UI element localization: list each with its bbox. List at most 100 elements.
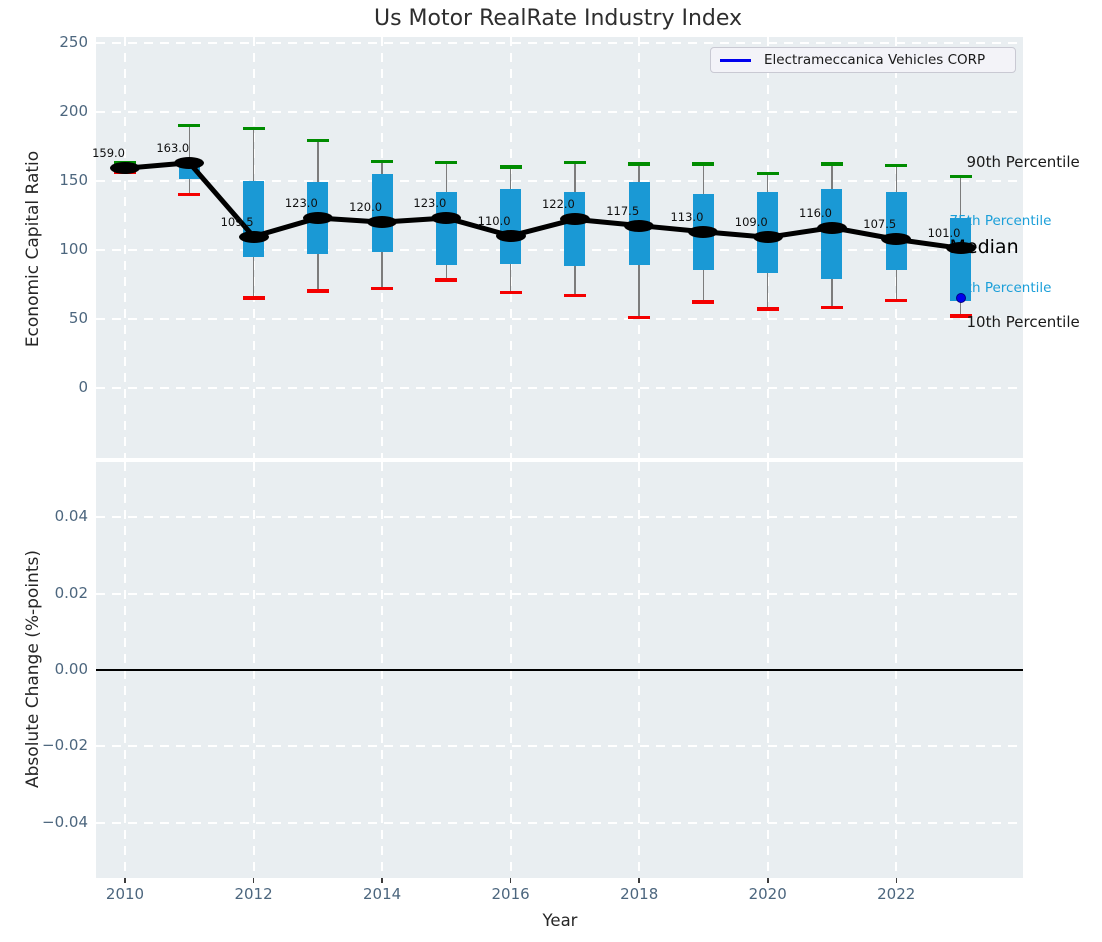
median-value-label-2022: 107.5 [863, 217, 897, 232]
y-tick-bottom-3: −0.02 [42, 736, 88, 755]
y-tick-top-250: 250 [59, 32, 88, 51]
p90-cap-2021 [820, 162, 843, 166]
y-tick-top-50: 50 [68, 308, 88, 327]
median-marker-2020 [752, 231, 783, 244]
x-tick-label-2020: 2020 [748, 885, 787, 903]
gridline-h [96, 592, 1023, 595]
x-tick-mark-2012 [252, 878, 255, 883]
x-tick-mark-2020 [767, 878, 769, 883]
x-tick-mark-2014 [381, 878, 383, 883]
p90-cap-2011 [178, 123, 201, 128]
legend: Electrameccanica Vehicles CORP [710, 47, 1016, 73]
p90-cap-2018 [628, 162, 651, 166]
median-marker-2011 [174, 156, 205, 169]
p10-cap-2011 [178, 192, 201, 197]
median-value-label-2023: 101.0 [927, 226, 961, 241]
y-tick-bottom-4: −0.04 [42, 812, 88, 831]
median-marker-2016 [495, 229, 526, 242]
iqr-box-2015 [435, 191, 457, 265]
legend-line-sample [720, 58, 751, 62]
iqr-box-2023 [950, 217, 971, 301]
median-value-label-2015: 123.0 [413, 195, 447, 210]
iqr-box-2017 [564, 191, 586, 267]
y-tick-bottom-2: 0.00 [54, 660, 88, 678]
median-value-label-2010: 159.0 [92, 146, 125, 161]
x-tick-mark-2022 [895, 878, 898, 883]
gridline-h [96, 179, 1023, 182]
median-marker-2013 [302, 211, 333, 224]
chart-title: Us Motor RealRate Industry Index [373, 6, 743, 31]
x-tick-label-2012: 2012 [234, 885, 273, 903]
x-tick-label-2010: 2010 [105, 885, 145, 903]
p10-cap-2018 [628, 315, 651, 320]
p90-cap-2014 [371, 159, 394, 164]
p90-cap-2012 [242, 126, 265, 130]
median-value-label-2011: 163.0 [156, 140, 190, 155]
median-value-label-2021: 116.0 [799, 205, 832, 220]
p10-cap-2013 [306, 289, 329, 293]
gridline-h [96, 821, 1023, 824]
p10-cap-2016 [499, 290, 522, 295]
p90-cap-2013 [306, 138, 329, 143]
annotation-75th-percentile: 75th Percentile [949, 212, 1052, 229]
median-marker-2010 [110, 162, 140, 175]
p10-cap-2014 [371, 286, 394, 291]
x-tick-label-2014: 2014 [362, 885, 402, 903]
y-tick-bottom-1: 0.02 [54, 583, 88, 602]
median-value-label-2016: 110.0 [477, 213, 511, 228]
company-point-dot [955, 293, 966, 304]
y-tick-top-0: 0 [78, 377, 88, 396]
iqr-box-2014 [371, 173, 393, 253]
annotation-10th-percentile: 10th Percentile [966, 312, 1080, 331]
median-marker-2019 [688, 225, 719, 238]
x-tick-label-2022: 2022 [877, 885, 916, 903]
gridline-v [124, 37, 126, 458]
gridline-h [96, 516, 1023, 519]
median-value-label-2014: 120.0 [349, 200, 383, 215]
p10-cap-2015 [435, 278, 458, 282]
top-panel-plot-area: 159.0 163.0 109.5 123.0 120.0 123.0 110.0 122.0… [92, 37, 1080, 458]
annotation-90th-percentile: 90th Percentile [966, 153, 1080, 172]
median-marker-2012 [238, 230, 269, 243]
iqr-box-2021 [821, 188, 843, 279]
median-value-label-2013: 123.0 [284, 195, 318, 210]
median-marker-2018 [624, 219, 655, 232]
p90-cap-2017 [563, 161, 586, 165]
gridline-h [96, 745, 1023, 748]
median-value-label-2018: 117.5 [606, 203, 640, 218]
median-value-label-2017: 122.0 [541, 197, 575, 212]
median-marker-2021 [816, 221, 847, 234]
x-tick-label-2016: 2016 [491, 885, 530, 903]
iqr-box-2022 [885, 191, 907, 271]
median-value-label-2012: 109.5 [220, 214, 254, 229]
median-marker-2022 [881, 233, 912, 246]
p10-cap-2021 [820, 305, 843, 310]
x-tick-label-2018: 2018 [620, 885, 659, 903]
gridline-h [96, 386, 1023, 389]
annotation-25th-percentile: 25th Percentile [949, 280, 1052, 297]
bottom-panel-plot-area [96, 462, 1023, 878]
median-marker-2017 [559, 213, 590, 226]
p10-cap-2020 [756, 307, 779, 311]
y-tick-top-150: 150 [59, 170, 88, 189]
p10-cap-2023 [949, 314, 972, 318]
median-value-label-2020: 109.0 [734, 215, 768, 230]
median-value-label-2019: 113.0 [670, 209, 704, 224]
median-trend-line [124, 160, 961, 251]
p90-cap-2015 [435, 161, 458, 165]
y-tick-top-100: 100 [59, 239, 88, 258]
p90-cap-2020 [756, 172, 779, 176]
median-marker-2015 [431, 211, 462, 224]
zero-change-line [96, 669, 1023, 671]
p90-cap-2016 [499, 165, 522, 169]
p10-cap-2017 [563, 293, 586, 297]
p90-cap-2022 [885, 163, 908, 168]
p10-cap-2022 [885, 299, 908, 303]
median-marker-2014 [367, 216, 398, 229]
x-axis-label: Year [542, 911, 578, 930]
p10-cap-2019 [692, 300, 715, 304]
gridline-h [96, 317, 1023, 320]
median-marker-2023 [945, 242, 976, 255]
gridline-h [96, 41, 1023, 44]
